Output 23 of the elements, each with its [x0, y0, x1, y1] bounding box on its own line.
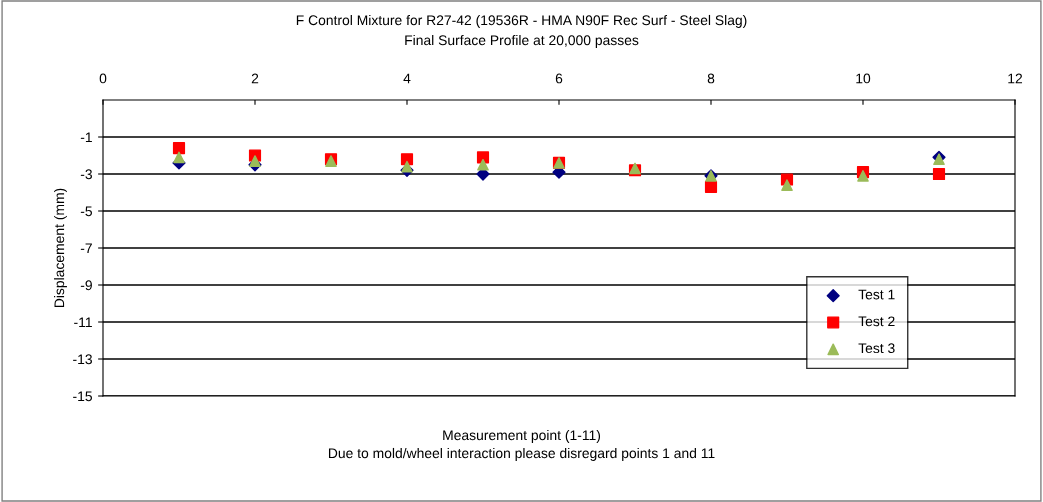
y-tick-label: -9	[80, 280, 92, 291]
x-tick-label: 0	[99, 73, 107, 84]
legend-label: Test 2	[858, 316, 895, 327]
x-tick-label: 12	[1008, 73, 1023, 84]
y-tick-label: -13	[73, 354, 92, 365]
x-tick-label: 8	[707, 73, 715, 84]
text: Due to mold/wheel interaction please disregard points 1 and 11	[328, 447, 715, 461]
chart-title: F Control Mixture for R27-42 (19536R - HMA N90F Rec Surf - Steel Slag)	[296, 14, 747, 28]
x-tick-label: 6	[555, 73, 563, 84]
chart-subtitle: Final Surface Profile at 20,000 passes	[405, 34, 639, 48]
x-tick-label: 4	[403, 73, 411, 84]
y-tick-label: -7	[80, 243, 92, 254]
legend-label: Test 3	[858, 343, 895, 354]
y-tick-label: -15	[73, 391, 92, 402]
x-axis-title: Measurement point (1-11)	[443, 429, 601, 443]
y-tick-label: -1	[80, 132, 92, 143]
x-tick-label: 2	[251, 73, 259, 84]
legend-label: Test 1	[858, 289, 895, 300]
y-tick-label: -5	[80, 206, 92, 217]
y-tick-label: -3	[80, 169, 92, 180]
y-tick-label: -11	[74, 317, 92, 328]
x-tick-label: 10	[856, 73, 871, 84]
y-axis-title: Displacement (mm)	[54, 188, 67, 308]
